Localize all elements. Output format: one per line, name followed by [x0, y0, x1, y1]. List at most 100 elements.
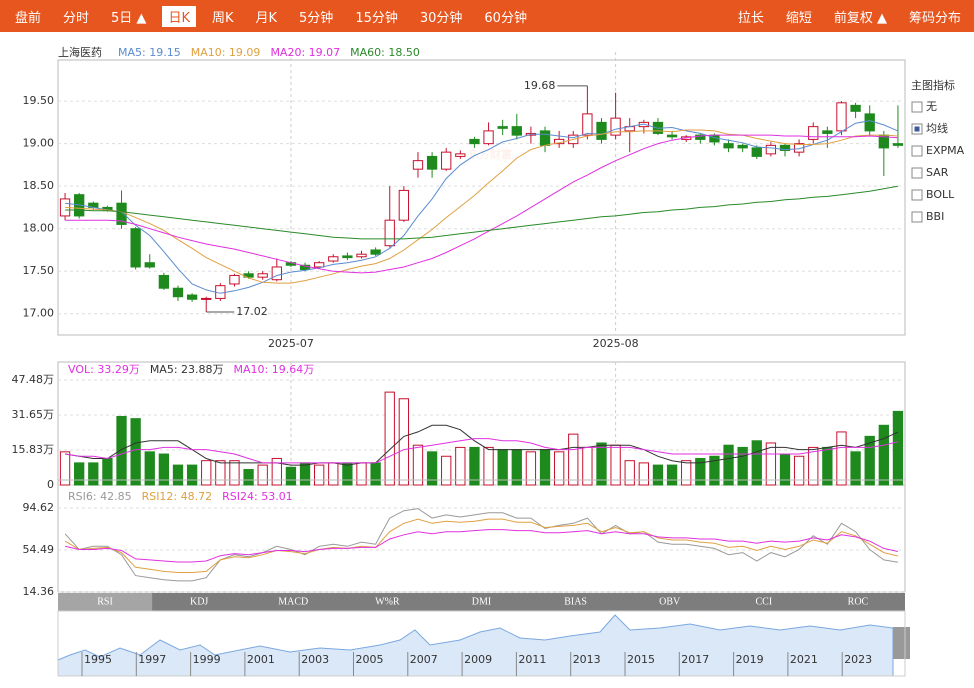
toolbar-button[interactable]: 5分钟: [299, 10, 334, 26]
year-label: 2017: [681, 653, 709, 666]
indicator-tab[interactable]: CCI: [755, 596, 772, 607]
legend-entry: MA20: 19.07: [270, 46, 340, 59]
candle-body: [793, 143, 805, 153]
line: [65, 134, 898, 274]
candle-body: [539, 130, 551, 146]
line: [64, 508, 898, 582]
legend-entry: MA5: 23.88万: [150, 363, 224, 376]
checkbox[interactable]: [911, 167, 923, 179]
toolbar-button[interactable]: 拉长: [737, 10, 764, 26]
side-option[interactable]: BOLL: [926, 188, 955, 201]
volume-bar: [186, 464, 198, 486]
toolbar-button[interactable]: 前复权 ▲: [833, 10, 887, 26]
candle-body: [130, 228, 141, 268]
candle-body: [186, 294, 198, 300]
indicator-tab[interactable]: BIAS: [564, 596, 587, 607]
volume-bar: [638, 462, 650, 486]
volume-bar: [426, 451, 438, 486]
candle-body: [172, 287, 184, 298]
period-tabs: 盘前 分时 5日 ▲ 日K 周K 月K 5分钟 15分钟 30分钟 60分钟: [0, 5, 727, 27]
toolbar-button[interactable]: 30分钟: [419, 10, 463, 26]
year-label: 2019: [736, 653, 764, 666]
y-tick-label: 18.50: [23, 179, 55, 192]
line: [65, 185, 898, 240]
side-option[interactable]: BBI: [926, 210, 944, 223]
volume-bar: [328, 462, 339, 486]
side-option[interactable]: SAR: [926, 166, 949, 179]
toolbar-button[interactable]: 60分钟: [484, 10, 527, 26]
indicator-tab[interactable]: KDJ: [190, 596, 208, 607]
year-label: 2005: [356, 653, 384, 666]
scroll-handle[interactable]: [893, 627, 910, 659]
candle-body: [257, 273, 268, 278]
volume-bar: [469, 446, 480, 486]
candle-body: [582, 113, 593, 136]
year-label: 2011: [518, 653, 546, 666]
checkbox[interactable]: [911, 211, 923, 223]
indicator-tab[interactable]: RSI: [97, 596, 113, 607]
legend-entry: RSI6: 42.85: [68, 490, 132, 503]
toolbar-button[interactable]: 日K: [162, 5, 196, 27]
candle-body: [483, 130, 494, 145]
indicator-tab[interactable]: MACD: [278, 596, 308, 607]
legend-entry: VOL: 33.29万: [68, 363, 140, 376]
watermark: 东方财富: [468, 147, 512, 161]
toolbar-button[interactable]: 月K: [255, 10, 278, 26]
side-option[interactable]: 无: [926, 100, 937, 113]
volume-bar: [836, 431, 847, 486]
volume-bar: [271, 457, 282, 486]
y-tick-label: 18.00: [23, 222, 55, 235]
toolbar-button[interactable]: 5日 ▲: [111, 10, 147, 26]
checkbox[interactable]: [911, 189, 923, 201]
tab-strip: [58, 593, 905, 611]
volume-bar: [285, 466, 297, 486]
pane-frame: [57, 361, 906, 486]
volume-bar: [822, 446, 833, 486]
y-tick-label: 94.62: [23, 501, 55, 514]
volume-bar: [737, 446, 748, 486]
candle-body: [836, 102, 847, 132]
side-option[interactable]: EXPMA: [926, 144, 965, 157]
indicator-tab[interactable]: ROC: [848, 596, 869, 607]
volume-bar: [299, 462, 311, 486]
year-label: 2009: [464, 653, 492, 666]
toolbar-button[interactable]: 周K: [211, 10, 234, 26]
y-tick-label: 19.00: [23, 137, 55, 150]
y-tick-label: 14.36: [23, 585, 55, 598]
candle-body: [737, 144, 748, 149]
pane-frame: [57, 479, 906, 593]
volume-bar: [215, 460, 226, 486]
year-label: 2023: [844, 653, 872, 666]
indicator-tab[interactable]: DMI: [472, 596, 491, 607]
checkbox-mark: [914, 126, 920, 132]
x-tick-label: 2025-07: [268, 337, 314, 350]
toolbar-button[interactable]: 筹码分布: [908, 10, 961, 26]
candle-body: [779, 144, 791, 151]
volume-bar: [596, 442, 607, 486]
volume-bar: [709, 455, 720, 486]
tools: 拉长 缩短 前复权 ▲ 筹码分布: [727, 6, 974, 27]
tab-active: [58, 593, 153, 611]
candle-body: [695, 134, 706, 140]
line: [65, 438, 899, 464]
toolbar-button[interactable]: 分时: [63, 10, 90, 26]
indicator-tab[interactable]: OBV: [659, 596, 681, 607]
legend-entry: MA5: 19.15: [118, 46, 181, 59]
indicator-tab[interactable]: W%R: [375, 596, 400, 607]
checkbox[interactable]: [911, 145, 923, 157]
side-option[interactable]: 均线: [926, 121, 948, 135]
candle-body: [426, 155, 438, 170]
volume-bar: [130, 418, 141, 486]
x-tick-label: 2025-08: [593, 337, 639, 350]
volume-bar: [610, 444, 621, 486]
toolbar-button[interactable]: 15分钟: [355, 10, 398, 26]
volume-bar: [441, 455, 452, 486]
candle-body: [850, 104, 861, 112]
toolbar-button[interactable]: 缩短: [785, 10, 812, 26]
volume-bar: [342, 462, 353, 486]
checkbox[interactable]: [911, 101, 923, 113]
volume-bar: [525, 451, 537, 486]
toolbar: 盘前 分时 5日 ▲ 日K 周K 月K 5分钟 15分钟 30分钟 60分钟 拉长 缩短 前复权 ▲ 筹码…: [0, 0, 974, 32]
toolbar-button[interactable]: 盘前: [15, 10, 42, 26]
